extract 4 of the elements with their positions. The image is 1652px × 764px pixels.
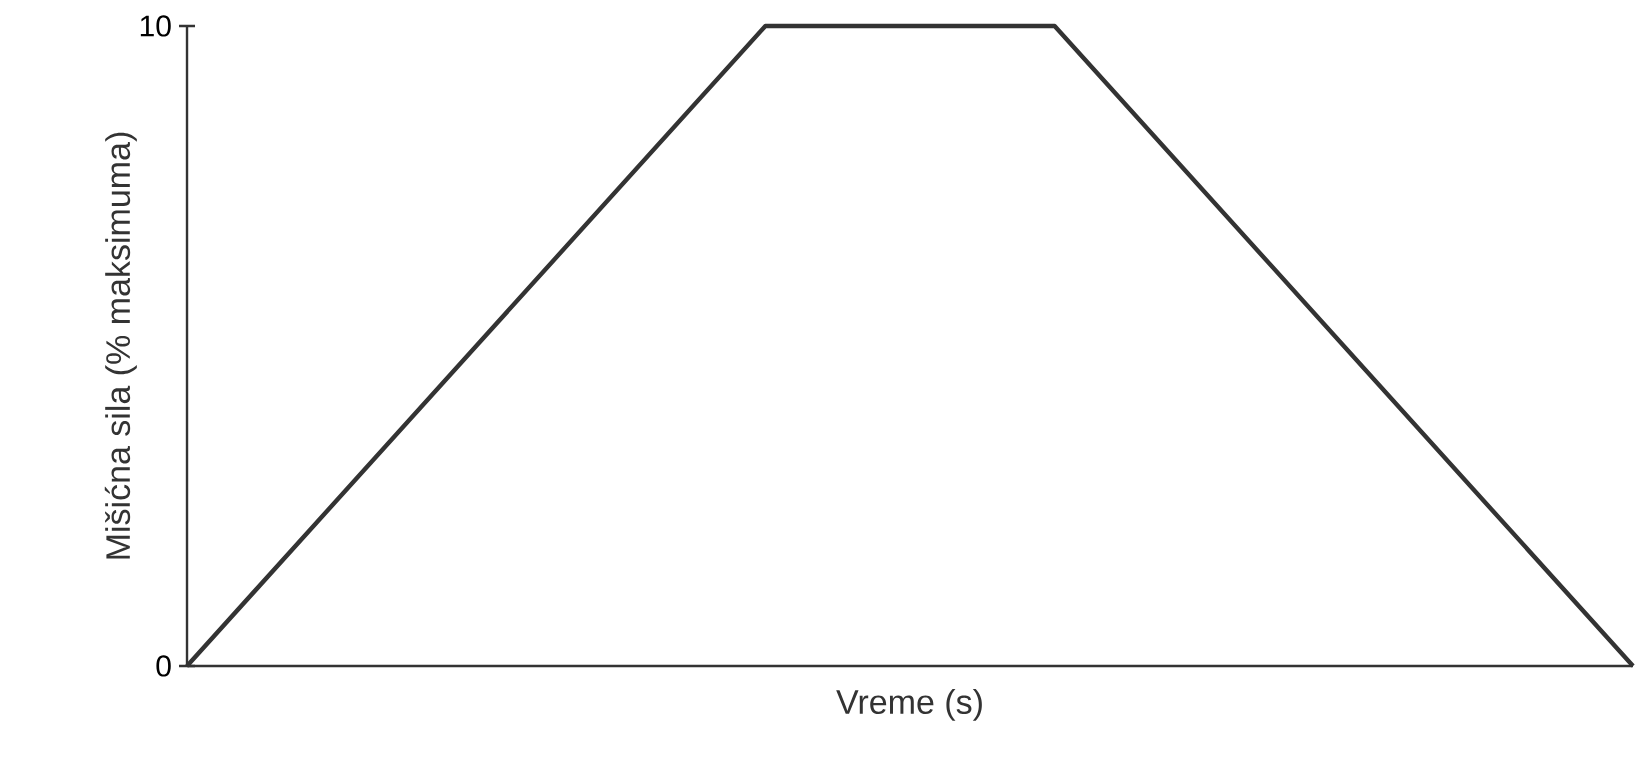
y-tick-label: 10 — [140, 15, 171, 37]
y-axis-title: Mišićna sila (% maksimuma) — [104, 132, 137, 559]
y-tick-label: 0 — [156, 655, 171, 677]
x-axis-title: Vreme (s) — [836, 689, 982, 721]
